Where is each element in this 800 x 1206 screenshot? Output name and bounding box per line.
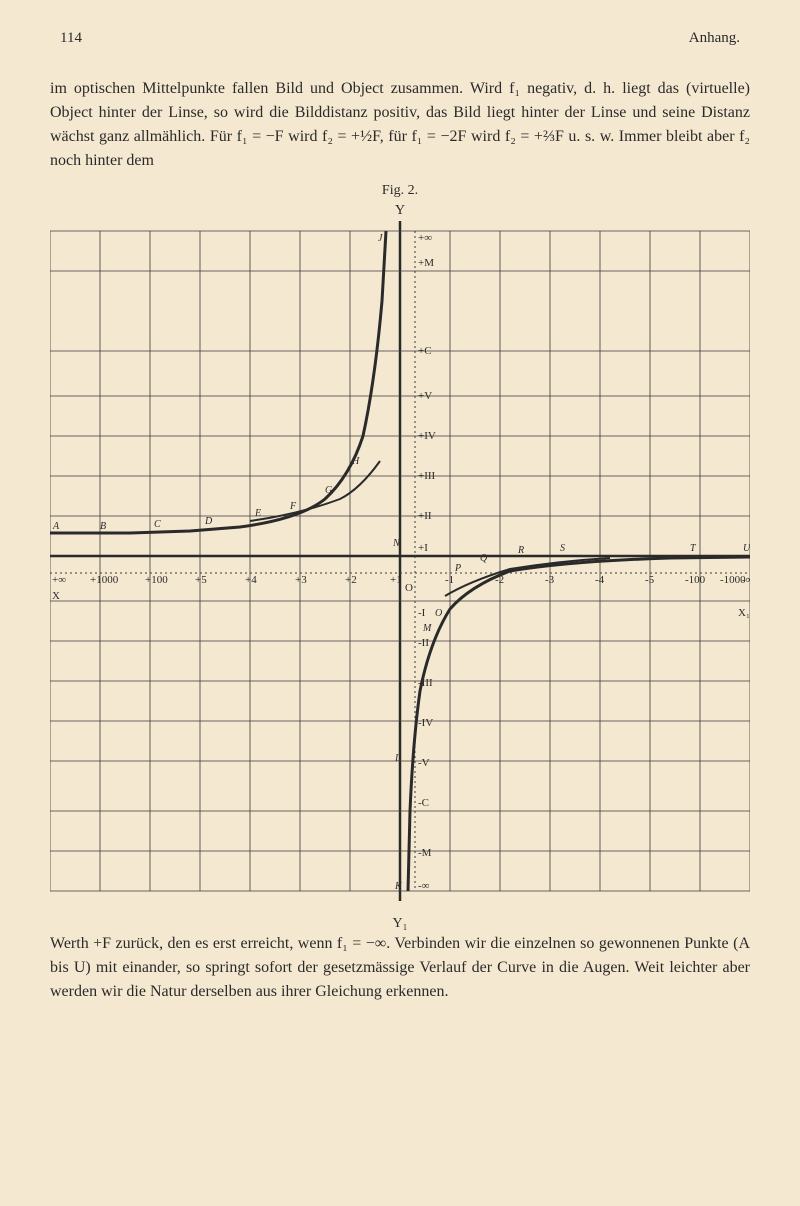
svg-text:O: O: [405, 582, 413, 594]
page-number: 114: [60, 30, 82, 47]
paragraph-bottom: Werth +F zurück, den es erst erreicht, w…: [50, 932, 750, 1004]
svg-text:U: U: [743, 543, 750, 554]
svg-text:O: O: [435, 608, 442, 619]
svg-text:-I: -I: [418, 607, 426, 619]
svg-text:+C: +C: [418, 345, 432, 357]
svg-text:-C: -C: [418, 797, 429, 809]
svg-text:-4: -4: [595, 574, 605, 586]
svg-text:J: J: [378, 233, 383, 244]
svg-text:-1: -1: [445, 574, 454, 586]
svg-text:+∞: +∞: [52, 574, 66, 586]
svg-text:-II: -II: [418, 637, 429, 649]
svg-text:M: M: [422, 623, 432, 634]
svg-text:R: R: [517, 545, 524, 556]
svg-text:K: K: [394, 881, 403, 892]
svg-text:-∞: -∞: [742, 574, 750, 586]
svg-text:+∞: +∞: [418, 232, 432, 244]
svg-text:-IV: -IV: [418, 717, 433, 729]
svg-text:+1000: +1000: [90, 574, 119, 586]
svg-text:-M: -M: [418, 847, 432, 859]
svg-text:N: N: [392, 538, 401, 549]
svg-text:-III: -III: [418, 677, 433, 689]
svg-text:X: X: [52, 590, 60, 602]
figure-chart: +∞ +M +C +V +IV +III +II +I O -I -II -II…: [50, 221, 750, 901]
svg-text:-∞: -∞: [418, 880, 430, 892]
svg-text:+5: +5: [195, 574, 207, 586]
svg-text:+V: +V: [418, 390, 432, 402]
svg-text:+1: +1: [390, 574, 402, 586]
svg-text:S: S: [560, 543, 565, 554]
svg-text:+2: +2: [345, 574, 357, 586]
paragraph-top: im optischen Mittelpunkte fallen Bild un…: [50, 77, 750, 173]
svg-text:-100: -100: [685, 574, 706, 586]
svg-text:-2: -2: [495, 574, 504, 586]
svg-text:+3: +3: [295, 574, 307, 586]
svg-text:A: A: [52, 521, 60, 532]
svg-text:F: F: [289, 501, 297, 512]
svg-text:E: E: [254, 508, 261, 519]
svg-text:B: B: [100, 521, 106, 532]
svg-text:G: G: [325, 485, 332, 496]
svg-text:+100: +100: [145, 574, 168, 586]
svg-text:C: C: [154, 519, 161, 530]
svg-text:+III: +III: [418, 470, 436, 482]
svg-text:+M: +M: [418, 257, 434, 269]
section-title: Anhang.: [689, 30, 740, 47]
page-header: 114 Anhang.: [50, 30, 750, 47]
svg-text:-5: -5: [645, 574, 655, 586]
svg-text:X₁: X₁: [738, 607, 750, 619]
svg-text:L: L: [394, 753, 401, 764]
x-axis-labels-left: +∞ +1000 +100 +5 +4 +3 +2 +1: [52, 574, 402, 586]
svg-text:+4: +4: [245, 574, 257, 586]
svg-text:D: D: [204, 516, 213, 527]
svg-text:Q: Q: [480, 553, 488, 564]
svg-text:+II: +II: [418, 510, 432, 522]
svg-text:-3: -3: [545, 574, 555, 586]
svg-text:+IV: +IV: [418, 430, 436, 442]
y-axis-top-label: Y: [50, 203, 750, 219]
svg-text:+I: +I: [418, 542, 428, 554]
figure-caption: Fig. 2.: [50, 183, 750, 199]
svg-text:T: T: [690, 543, 697, 554]
y-axis-bottom-label: Y₁: [50, 916, 750, 932]
svg-text:P: P: [454, 563, 461, 574]
grid: [50, 221, 750, 901]
svg-text:-V: -V: [418, 757, 430, 769]
svg-text:H: H: [351, 456, 360, 467]
